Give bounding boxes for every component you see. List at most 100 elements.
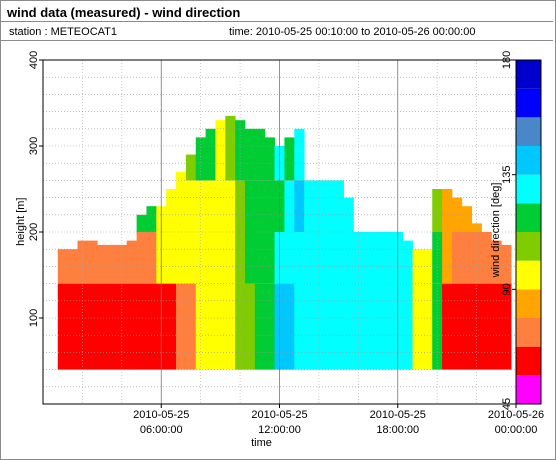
chart-title: wind data (measured) - wind direction	[7, 5, 241, 20]
colorbar-swatch	[516, 203, 541, 232]
colorbar-swatch	[516, 174, 541, 204]
heatmap-cell	[146, 232, 157, 284]
heatmap-cell	[363, 283, 374, 370]
heatmap-cell	[67, 283, 78, 370]
heatmap-cell	[146, 283, 157, 370]
colorbar-tick-label: 45	[501, 398, 513, 410]
heatmap-cell	[382, 283, 394, 370]
heatmap-cell	[166, 232, 177, 284]
heatmap-cell	[442, 189, 453, 232]
heatmap-cell	[432, 232, 443, 284]
heatmap-cell	[442, 283, 453, 370]
heatmap-cell	[284, 137, 295, 181]
heatmap-cell	[294, 283, 305, 370]
heatmap-cell	[215, 180, 226, 232]
heatmap-cell	[107, 283, 118, 370]
heatmap-cell	[294, 128, 305, 181]
heatmap-cell	[57, 283, 69, 370]
heatmap-cell	[294, 232, 305, 284]
heatmap-cell	[412, 283, 423, 370]
heatmap-cell	[225, 232, 236, 284]
colorbar-swatch	[516, 375, 541, 404]
heatmap-cell	[363, 232, 374, 284]
x-tick-label: 2010-05-26	[488, 409, 544, 421]
heatmap-cell	[304, 283, 315, 370]
heatmap-cell	[461, 283, 473, 370]
heatmap-cell	[294, 180, 305, 232]
heatmap-cell	[254, 180, 266, 232]
heatmap-cell	[501, 283, 512, 370]
heatmap-cell	[481, 232, 492, 284]
heatmap-cell	[176, 180, 187, 232]
heatmap-cell	[116, 283, 128, 370]
x-tick-label: 06:00:00	[140, 424, 183, 436]
heatmap-cell	[215, 120, 226, 181]
colorbar-swatch	[516, 146, 541, 175]
heatmap-cell	[166, 283, 177, 370]
heatmap-cell	[205, 180, 216, 232]
heatmap-cell	[215, 232, 226, 284]
heatmap-cell	[481, 283, 492, 370]
heatmap-cell	[185, 283, 197, 370]
heatmap-cell	[471, 232, 482, 284]
heatmap-cell	[471, 283, 482, 370]
x-tick-label: 2010-05-25	[251, 409, 307, 421]
colorbar-swatch	[516, 232, 541, 261]
heatmap-cell	[402, 283, 413, 370]
heatmap-cell	[166, 189, 177, 232]
heatmap-cell	[471, 223, 482, 232]
heatmap-cell	[412, 249, 423, 284]
colorbar-swatch	[516, 318, 541, 347]
heatmap-cell	[284, 283, 295, 370]
station-label: station : METEOCAT1	[9, 26, 117, 38]
colorbar-swatch	[516, 60, 541, 89]
heatmap-cell	[185, 232, 197, 284]
heatmap-cell	[235, 283, 246, 370]
heatmap-cell	[501, 244, 512, 284]
heatmap-cell	[442, 232, 453, 284]
heatmap-cell	[284, 180, 295, 232]
heatmap-cell	[313, 232, 325, 284]
colorbar-border	[515, 59, 542, 405]
info-divider	[1, 40, 553, 41]
heatmap-cell	[195, 180, 206, 232]
heatmap-cell	[353, 283, 364, 370]
heatmap-cell	[264, 137, 275, 181]
heatmap-cell	[185, 180, 197, 232]
heatmap-cell	[195, 232, 206, 284]
heatmap-cell	[176, 283, 187, 370]
heatmap-cell	[304, 232, 315, 284]
heatmap-cell	[422, 283, 433, 370]
heatmap-cell	[185, 154, 197, 181]
heatmap-cell	[343, 283, 354, 370]
heatmap-cell	[264, 232, 275, 284]
heatmap-cell	[146, 206, 157, 232]
y-tick-label: 300	[28, 137, 40, 155]
x-tick-label: 12:00:00	[258, 424, 301, 436]
heatmap-cell	[136, 232, 147, 284]
heatmap-cell	[77, 240, 88, 284]
heatmap-cell	[333, 283, 344, 370]
y-axis-label: height [m]	[15, 198, 27, 246]
heatmap-cell	[254, 283, 266, 370]
heatmap-cell	[333, 180, 344, 232]
heatmap-cell	[284, 232, 295, 284]
x-tick-label: 2010-05-25	[133, 409, 189, 421]
heatmap-cell	[373, 232, 384, 284]
y-tick-label: 200	[28, 223, 40, 241]
colorbar-swatch	[516, 88, 541, 118]
heatmap-cell	[343, 197, 354, 232]
heatmap-cell	[491, 240, 502, 284]
heatmap-cell	[87, 240, 98, 284]
colorbar-swatch	[516, 117, 541, 146]
heatmap-cell	[461, 206, 473, 232]
heatmap-cell	[126, 283, 138, 370]
heatmap-cell	[136, 214, 147, 232]
x-tick-label: 18:00:00	[376, 424, 419, 436]
colorbar-label: wind direction [deg]	[490, 183, 502, 279]
x-axis-label: time	[251, 437, 272, 449]
heatmap-cell	[225, 283, 236, 370]
x-tick-label: 00:00:00	[495, 424, 538, 436]
heatmap-cell	[313, 283, 325, 370]
heatmap-cell	[107, 244, 118, 284]
